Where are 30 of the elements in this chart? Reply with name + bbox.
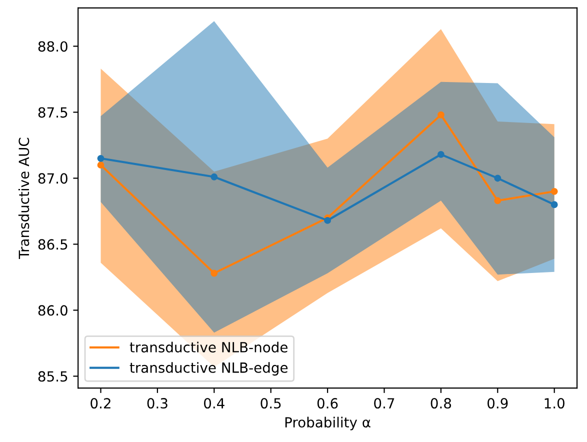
x-tick-label: 0.5 xyxy=(260,398,281,409)
point xyxy=(97,162,104,168)
point xyxy=(550,201,558,208)
legend-label: transductive NLB-node xyxy=(130,342,288,352)
point xyxy=(97,154,104,162)
legend-label: transductive NLB-edge xyxy=(130,362,288,376)
x-tick-label: 0.2 xyxy=(90,398,110,409)
y-tick-label: 86.0 xyxy=(38,305,68,316)
x-tick-label: 0.4 xyxy=(204,398,224,409)
point xyxy=(210,270,218,277)
point xyxy=(494,174,502,182)
point xyxy=(324,216,332,224)
x-tick-label: 0.3 xyxy=(147,398,168,409)
x-tick-label: 0.6 xyxy=(317,398,338,409)
point xyxy=(494,197,502,204)
point xyxy=(210,173,218,180)
y-tick-label: 88.0 xyxy=(38,41,68,52)
point xyxy=(437,111,444,118)
point xyxy=(550,188,558,195)
y-axis-title: Transductive AUC xyxy=(18,138,30,259)
y-tick-label: 86.5 xyxy=(38,239,68,250)
point xyxy=(437,150,444,158)
y-tick-label: 87.0 xyxy=(38,173,68,184)
y-tick-label: 85.5 xyxy=(38,371,68,382)
y-tick-label: 87.5 xyxy=(38,107,68,118)
x-tick-label: 0.9 xyxy=(488,398,508,409)
x-axis-title: Probability α xyxy=(285,416,370,430)
x-tick-label: 0.7 xyxy=(374,398,394,409)
x-tick-label: 0.8 xyxy=(430,398,452,409)
x-tick-label: 1.0 xyxy=(544,398,564,409)
